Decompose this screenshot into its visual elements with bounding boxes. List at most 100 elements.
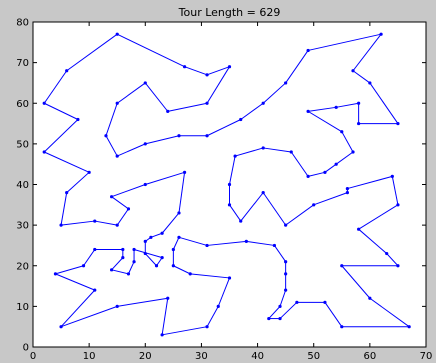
tour-edge (347, 175, 393, 190)
city-point (110, 268, 114, 272)
city-point (233, 154, 237, 158)
tour-edge (111, 269, 129, 275)
tour-edge (111, 196, 129, 210)
city-point (115, 32, 119, 36)
tour-edge (324, 302, 343, 327)
city-point (171, 247, 175, 252)
tour-edge (335, 151, 354, 165)
tour-edge (336, 102, 359, 108)
city-point (143, 142, 147, 146)
tour-edge (66, 171, 90, 193)
tour-edge (105, 135, 118, 157)
city-point (244, 239, 248, 243)
tour-edge (217, 277, 230, 307)
city-point (340, 325, 344, 329)
city-point (93, 247, 97, 252)
tour-edge (117, 297, 168, 307)
y-tick-label: 80 (16, 18, 29, 29)
tour-edge (206, 306, 219, 327)
city-point (368, 81, 372, 85)
city-point (121, 256, 125, 260)
tour-edge (206, 240, 247, 246)
tour-edge (94, 220, 118, 226)
y-tick-label: 60 (16, 99, 29, 110)
x-tick-label: 20 (139, 351, 152, 362)
city-point (340, 264, 344, 268)
tour-edge (145, 171, 185, 185)
city-point (115, 223, 119, 227)
city-point (205, 73, 209, 77)
city-point (239, 117, 243, 122)
y-tick-label: 20 (16, 261, 29, 272)
tour-edge (206, 66, 230, 76)
city-point (205, 134, 209, 138)
city-point (143, 251, 147, 256)
tour-edge (44, 102, 79, 120)
tour-edge (172, 237, 180, 250)
tour-edge (144, 253, 157, 267)
city-point (154, 264, 159, 268)
tour-edge (117, 143, 146, 157)
tour-edge (44, 151, 90, 173)
tour-edge (133, 249, 163, 259)
tour-edge (61, 220, 95, 226)
tour-edge (116, 208, 129, 226)
city-point (357, 121, 361, 126)
city-point (59, 325, 63, 329)
city-point (160, 231, 164, 235)
tour-edge (324, 163, 337, 173)
city-point (323, 170, 327, 174)
tour-edge (161, 298, 169, 335)
city-point (227, 203, 232, 207)
city-point (166, 296, 170, 300)
tour-edge (156, 257, 163, 267)
tour-edge (307, 171, 326, 177)
city-point (379, 32, 383, 36)
city-point (171, 264, 175, 268)
city-point (345, 191, 349, 195)
tour-edge (111, 184, 146, 198)
tour-edge (60, 305, 118, 328)
y-tick-label: 30 (16, 221, 29, 232)
tour-edge (307, 33, 382, 51)
tour-edge (268, 306, 281, 319)
tour-edge (341, 265, 371, 299)
chart-title: Tour Length = 629 (178, 6, 281, 19)
city-point (306, 174, 310, 178)
city-point (149, 235, 153, 239)
tour-edge (290, 151, 309, 177)
tour-edge (116, 33, 185, 68)
city-point (93, 288, 97, 292)
city-point (160, 256, 164, 260)
tour-edge (386, 253, 399, 267)
city-point (59, 223, 63, 227)
city-point (227, 276, 232, 280)
tour-edge (162, 326, 208, 336)
tour-edge (369, 82, 399, 124)
y-tick-label: 70 (16, 58, 29, 69)
city-point (93, 219, 97, 223)
city-point (227, 182, 232, 187)
tour-edge (229, 204, 242, 222)
city-point (132, 260, 136, 264)
city-point (278, 304, 282, 308)
city-point (357, 227, 361, 231)
city-point (177, 134, 181, 138)
city-point (160, 333, 164, 337)
city-point (143, 81, 147, 85)
city-point (312, 203, 316, 207)
city-point (87, 170, 91, 174)
city-point (351, 150, 355, 154)
tour-edge (145, 135, 180, 145)
city-point (115, 154, 119, 158)
city-point (345, 186, 349, 191)
city-point (390, 174, 394, 178)
tour-edge (358, 204, 399, 230)
city-point (396, 121, 400, 126)
tour-edge (144, 82, 169, 112)
city-point (334, 162, 338, 166)
tour-edge (150, 232, 163, 238)
city-point (284, 260, 288, 264)
tour-edge (262, 192, 287, 226)
